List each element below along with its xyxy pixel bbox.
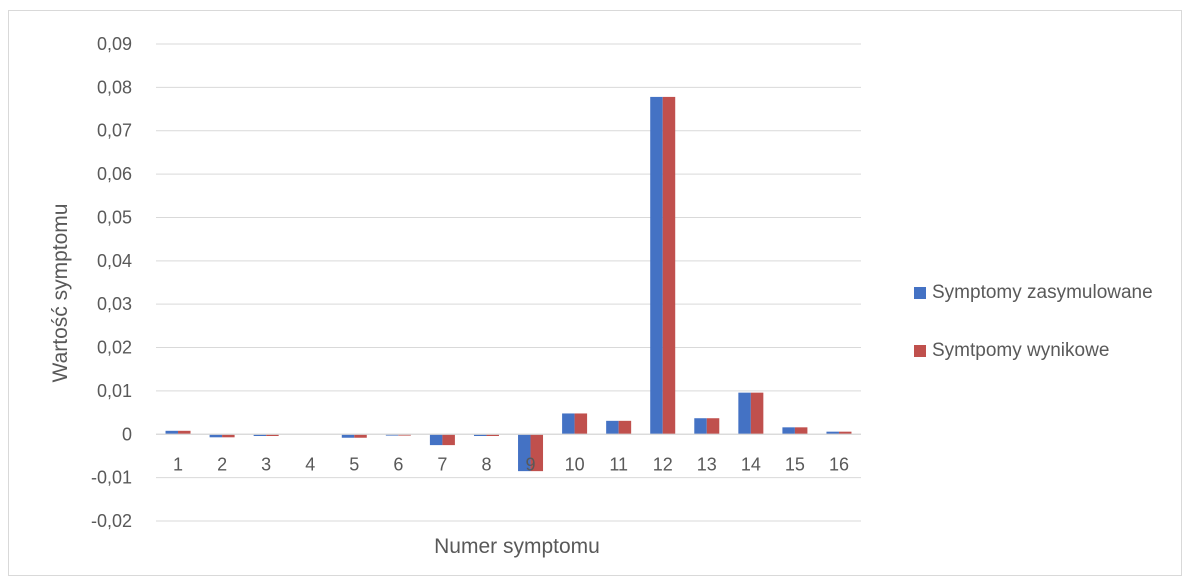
bar-series-1 xyxy=(738,392,751,435)
chart-frame: -0,02 -0,01 0 0,01 0,02 0,03 0,04 0,05 0,06 0,07 0… xyxy=(8,10,1182,576)
x-tick-label: 16 xyxy=(829,454,849,474)
legend-label-series-1: Symptomy zasymulowane xyxy=(932,282,1153,303)
y-tick-label: 0 xyxy=(122,424,132,444)
y-tick-labels: -0,02 -0,01 0 0,01 0,02 0,03 0,04 0,05 0,06 0,07 0… xyxy=(91,34,132,531)
x-tick-labels: 1 2 3 4 5 6 7 8 9 10 11 12 13 14 15 16 xyxy=(173,454,849,474)
bar-series-1 xyxy=(782,427,795,435)
y-tick-label: 0,02 xyxy=(97,338,132,358)
y-tick-label: 0,03 xyxy=(97,294,132,314)
bar-series-2 xyxy=(398,434,411,436)
bar-series-2 xyxy=(442,434,455,446)
x-tick-label: 5 xyxy=(349,454,359,474)
x-tick-label: 13 xyxy=(697,454,717,474)
bar-series-2 xyxy=(838,431,852,435)
bar-series-1 xyxy=(694,418,707,435)
x-tick-label: 3 xyxy=(261,454,271,474)
bar-series-2 xyxy=(354,434,367,438)
x-tick-label: 8 xyxy=(481,454,491,474)
x-axis-title: Numer symptomu xyxy=(434,535,600,558)
bar-series-1 xyxy=(209,434,223,438)
legend: Symptomy zasymulowane Symtpomy wynikowe xyxy=(914,279,1153,395)
bar-series-1 xyxy=(385,434,399,436)
y-tick-label: -0,02 xyxy=(91,511,132,531)
bar-series-1 xyxy=(341,434,355,438)
x-tick-label: 15 xyxy=(785,454,805,474)
bar-series-2 xyxy=(750,392,764,435)
bar-series-2 xyxy=(266,434,279,437)
bar-chart: -0,02 -0,01 0 0,01 0,02 0,03 0,04 0,05 0,06 0,07 0… xyxy=(49,34,861,558)
x-tick-label: 4 xyxy=(305,454,315,474)
bar-series-1 xyxy=(650,96,663,435)
x-tick-label: 2 xyxy=(217,454,227,474)
x-tick-label: 14 xyxy=(741,454,761,474)
x-tick-label: 6 xyxy=(393,454,403,474)
bar-series-1 xyxy=(473,434,487,437)
bar-series-1 xyxy=(826,431,839,435)
bars xyxy=(156,96,861,472)
legend-swatch-series-2 xyxy=(914,345,926,357)
bar-series-1 xyxy=(429,434,443,446)
x-tick-label: 10 xyxy=(565,454,585,474)
bar-series-1 xyxy=(562,413,575,435)
bar-series-2 xyxy=(706,418,720,435)
y-tick-label: 0,06 xyxy=(97,164,132,184)
legend-item-series-1: Symptomy zasymulowane xyxy=(914,279,1153,307)
y-tick-label: -0,01 xyxy=(91,468,132,488)
bar-series-1 xyxy=(165,430,179,435)
bar-series-1 xyxy=(253,434,267,437)
y-tick-label: 0,09 xyxy=(97,34,132,54)
bar-series-2 xyxy=(178,430,191,435)
y-tick-label: 0,07 xyxy=(97,121,132,141)
x-tick-label: 12 xyxy=(653,454,673,474)
bar-series-2 xyxy=(530,434,544,472)
bar-series-2 xyxy=(486,434,499,437)
x-tick-label: 9 xyxy=(526,454,536,474)
bar-series-2 xyxy=(794,427,808,435)
x-tick-label: 7 xyxy=(437,454,447,474)
y-tick-label: 0,04 xyxy=(97,251,132,271)
x-tick-label: 1 xyxy=(173,454,183,474)
bar-series-1 xyxy=(606,420,619,435)
y-axis-title: Wartość symptomu xyxy=(49,204,72,383)
bar-series-2 xyxy=(618,420,632,435)
legend-item-series-2: Symtpomy wynikowe xyxy=(914,337,1153,365)
bar-series-2 xyxy=(662,96,676,435)
y-tick-label: 0,08 xyxy=(97,77,132,97)
bar-series-2 xyxy=(222,434,235,438)
legend-swatch-series-1 xyxy=(914,287,926,299)
bar-series-1 xyxy=(518,434,531,472)
gridlines xyxy=(156,43,861,522)
x-tick-label: 11 xyxy=(609,454,628,474)
bar-series-2 xyxy=(574,413,588,435)
y-tick-label: 0,01 xyxy=(97,381,132,401)
legend-label-series-2: Symtpomy wynikowe xyxy=(932,340,1110,361)
y-tick-label: 0,05 xyxy=(97,207,132,227)
